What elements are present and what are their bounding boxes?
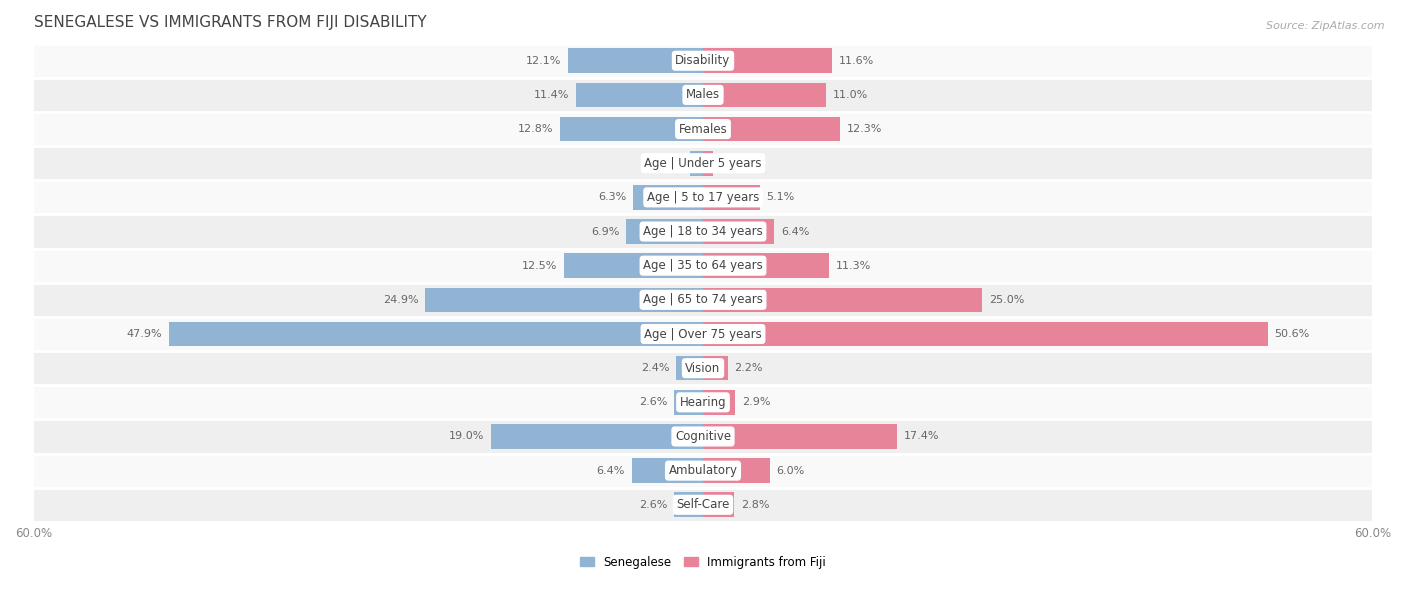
- Text: 12.8%: 12.8%: [517, 124, 554, 134]
- FancyBboxPatch shape: [34, 146, 1372, 181]
- Bar: [576, 83, 703, 107]
- Text: Age | Over 75 years: Age | Over 75 years: [644, 327, 762, 340]
- Bar: [633, 185, 703, 210]
- Bar: [564, 253, 703, 278]
- Text: Ambulatory: Ambulatory: [668, 464, 738, 477]
- FancyBboxPatch shape: [34, 181, 1372, 214]
- Text: 2.9%: 2.9%: [742, 397, 770, 408]
- Text: 1.2%: 1.2%: [655, 159, 683, 168]
- Text: 2.2%: 2.2%: [734, 363, 762, 373]
- Text: Age | Under 5 years: Age | Under 5 years: [644, 157, 762, 170]
- Bar: [491, 424, 703, 449]
- Bar: [676, 356, 703, 381]
- Bar: [703, 458, 770, 483]
- Bar: [560, 117, 703, 141]
- Text: Vision: Vision: [685, 362, 721, 375]
- Text: 5.1%: 5.1%: [766, 192, 794, 203]
- FancyBboxPatch shape: [34, 488, 1372, 522]
- Bar: [631, 458, 703, 483]
- Text: 12.1%: 12.1%: [526, 56, 561, 65]
- FancyBboxPatch shape: [34, 419, 1372, 453]
- Text: 6.4%: 6.4%: [782, 226, 810, 236]
- Bar: [703, 356, 727, 381]
- Text: Age | 18 to 34 years: Age | 18 to 34 years: [643, 225, 763, 238]
- Text: Age | 35 to 64 years: Age | 35 to 64 years: [643, 259, 763, 272]
- FancyBboxPatch shape: [34, 453, 1372, 488]
- Text: 12.5%: 12.5%: [522, 261, 557, 271]
- Bar: [703, 253, 830, 278]
- Text: 47.9%: 47.9%: [127, 329, 162, 339]
- Text: 19.0%: 19.0%: [449, 431, 484, 441]
- Bar: [689, 151, 703, 176]
- Text: 11.4%: 11.4%: [534, 90, 569, 100]
- Text: Disability: Disability: [675, 54, 731, 67]
- Text: 25.0%: 25.0%: [988, 295, 1024, 305]
- Bar: [703, 83, 825, 107]
- FancyBboxPatch shape: [34, 317, 1372, 351]
- Text: Self-Care: Self-Care: [676, 498, 730, 511]
- Text: 24.9%: 24.9%: [382, 295, 419, 305]
- Text: Age | 65 to 74 years: Age | 65 to 74 years: [643, 293, 763, 307]
- Text: 6.3%: 6.3%: [598, 192, 626, 203]
- Text: Hearing: Hearing: [679, 396, 727, 409]
- Bar: [703, 151, 713, 176]
- Bar: [626, 219, 703, 244]
- Text: 2.6%: 2.6%: [638, 397, 668, 408]
- Text: 0.92%: 0.92%: [720, 159, 755, 168]
- FancyBboxPatch shape: [34, 43, 1372, 78]
- Bar: [169, 322, 703, 346]
- Text: Females: Females: [679, 122, 727, 136]
- Bar: [703, 288, 981, 312]
- FancyBboxPatch shape: [34, 214, 1372, 248]
- Text: 6.4%: 6.4%: [596, 466, 624, 476]
- Text: 6.0%: 6.0%: [776, 466, 804, 476]
- Text: 17.4%: 17.4%: [904, 431, 939, 441]
- Text: 6.9%: 6.9%: [591, 226, 619, 236]
- Bar: [703, 322, 1268, 346]
- Text: 2.8%: 2.8%: [741, 500, 769, 510]
- Text: Cognitive: Cognitive: [675, 430, 731, 443]
- Text: 11.0%: 11.0%: [832, 90, 868, 100]
- Text: Source: ZipAtlas.com: Source: ZipAtlas.com: [1267, 21, 1385, 31]
- Bar: [703, 117, 841, 141]
- Text: 50.6%: 50.6%: [1274, 329, 1309, 339]
- Text: Males: Males: [686, 88, 720, 102]
- FancyBboxPatch shape: [34, 283, 1372, 317]
- Text: SENEGALESE VS IMMIGRANTS FROM FIJI DISABILITY: SENEGALESE VS IMMIGRANTS FROM FIJI DISAB…: [34, 15, 426, 30]
- Bar: [703, 493, 734, 517]
- FancyBboxPatch shape: [34, 78, 1372, 112]
- FancyBboxPatch shape: [34, 351, 1372, 385]
- Text: 11.3%: 11.3%: [835, 261, 872, 271]
- FancyBboxPatch shape: [34, 112, 1372, 146]
- Bar: [703, 185, 759, 210]
- Text: 2.6%: 2.6%: [638, 500, 668, 510]
- Legend: Senegalese, Immigrants from Fiji: Senegalese, Immigrants from Fiji: [575, 551, 831, 573]
- Bar: [703, 48, 832, 73]
- Text: 12.3%: 12.3%: [846, 124, 883, 134]
- Text: Age | 5 to 17 years: Age | 5 to 17 years: [647, 191, 759, 204]
- Bar: [425, 288, 703, 312]
- FancyBboxPatch shape: [34, 385, 1372, 419]
- Bar: [673, 390, 703, 414]
- Text: 11.6%: 11.6%: [839, 56, 875, 65]
- Bar: [703, 390, 735, 414]
- Bar: [703, 424, 897, 449]
- Bar: [673, 493, 703, 517]
- Bar: [703, 219, 775, 244]
- Text: 2.4%: 2.4%: [641, 363, 669, 373]
- Bar: [568, 48, 703, 73]
- FancyBboxPatch shape: [34, 248, 1372, 283]
